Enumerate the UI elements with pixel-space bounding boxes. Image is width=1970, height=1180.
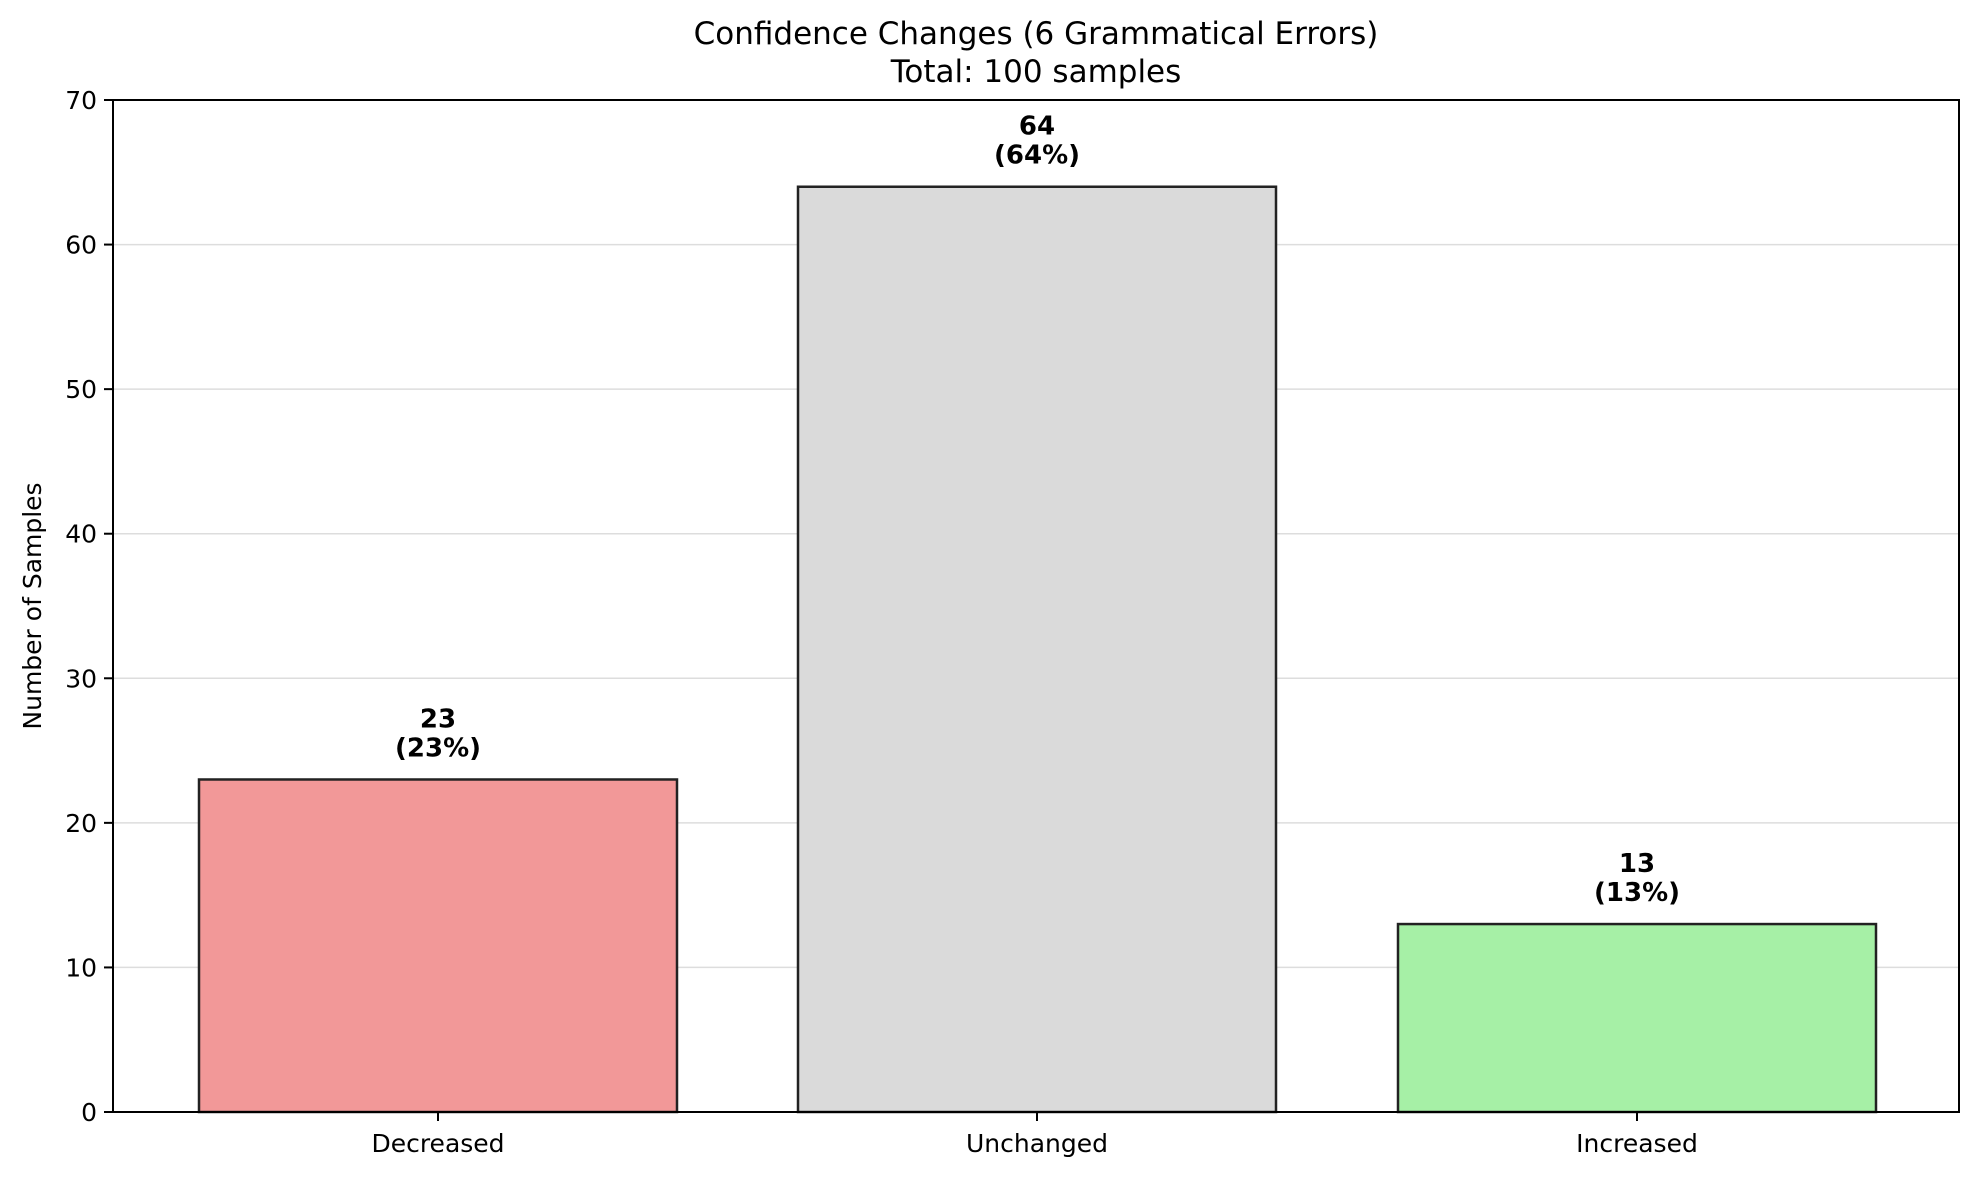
bar-data-labels: 23 (23%) 64 (64%) 13 (13%) [395,112,1680,908]
y-tick-label: 50 [65,375,97,404]
bar-increased [1396,922,1878,1114]
chart-title: Confidence Changes (6 Grammatical Errors… [694,16,1379,52]
bar-data-label: 13 (13%) [1594,849,1680,908]
bar-data-label: 64 (64%) [994,112,1080,171]
x-tick-label: Increased [1576,1129,1698,1158]
y-tick-label: 10 [65,953,97,982]
y-tick-label: 60 [65,231,97,260]
x-axis-ticks: Decreased Unchanged Increased [371,1112,1698,1158]
bar-decreased [197,778,679,1114]
y-tick-label: 40 [65,520,97,549]
x-tick-label: Unchanged [966,1129,1108,1158]
y-tick-label: 20 [65,809,97,838]
y-axis-label: Number of Samples [18,482,47,729]
bar-data-label: 23 (23%) [395,704,481,763]
y-axis-ticks: 0 10 20 30 40 50 60 70 [65,86,113,1127]
bar-unchanged [796,185,1278,1114]
chart-subtitle: Total: 100 samples [890,54,1182,90]
x-tick-label: Decreased [371,1129,504,1158]
y-tick-label: 30 [65,664,97,693]
y-tick-label: 70 [65,86,97,115]
y-tick-label: 0 [81,1098,97,1127]
bars [197,185,1878,1114]
